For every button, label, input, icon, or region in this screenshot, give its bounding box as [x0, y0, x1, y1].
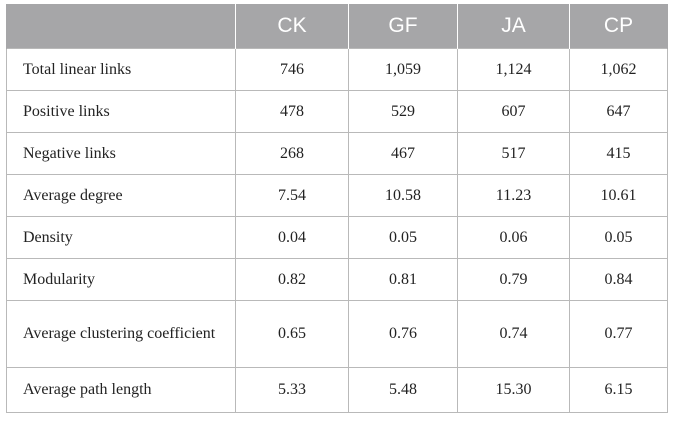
cell-value: 0.05 [348, 216, 458, 259]
cell-value: 415 [569, 132, 668, 175]
row-label: Density [6, 216, 236, 259]
row-label: Total linear links [6, 48, 236, 91]
table-row: Average degree 7.54 10.58 11.23 10.61 [6, 174, 668, 217]
row-label: Average clustering coefficient [6, 300, 236, 368]
cell-value: 1,124 [457, 48, 570, 91]
cell-value: 517 [457, 132, 570, 175]
table-row: Total linear links 746 1,059 1,124 1,062 [6, 48, 668, 91]
cell-value: 0.76 [348, 300, 458, 368]
cell-value: 0.81 [348, 258, 458, 301]
header-cell-ja: JA [457, 4, 570, 49]
table-header: CK GF JA CP [6, 4, 668, 49]
cell-value: 0.84 [569, 258, 668, 301]
header-cell-blank [6, 4, 236, 49]
row-label: Modularity [6, 258, 236, 301]
cell-value: 0.74 [457, 300, 570, 368]
header-row: CK GF JA CP [6, 4, 668, 49]
cell-value: 0.65 [235, 300, 349, 368]
row-label: Positive links [6, 90, 236, 133]
cell-value: 478 [235, 90, 349, 133]
cell-value: 0.06 [457, 216, 570, 259]
table-row: Average clustering coefficient 0.65 0.76… [6, 300, 668, 368]
cell-value: 6.15 [569, 367, 668, 413]
table-row: Negative links 268 467 517 415 [6, 132, 668, 175]
cell-value: 10.61 [569, 174, 668, 217]
header-cell-cp: CP [569, 4, 668, 49]
cell-value: 7.54 [235, 174, 349, 217]
cell-value: 607 [457, 90, 570, 133]
row-label: Average path length [6, 367, 236, 413]
row-label: Average degree [6, 174, 236, 217]
table-row: Positive links 478 529 607 647 [6, 90, 668, 133]
cell-value: 0.79 [457, 258, 570, 301]
table-row: Density 0.04 0.05 0.06 0.05 [6, 216, 668, 259]
table-row: Modularity 0.82 0.81 0.79 0.84 [6, 258, 668, 301]
network-statistics-table: CK GF JA CP Total linear links 746 1,059… [6, 4, 668, 413]
cell-value: 467 [348, 132, 458, 175]
cell-value: 529 [348, 90, 458, 133]
cell-value: 1,062 [569, 48, 668, 91]
cell-value: 11.23 [457, 174, 570, 217]
cell-value: 0.77 [569, 300, 668, 368]
cell-value: 5.48 [348, 367, 458, 413]
table-body: Total linear links 746 1,059 1,124 1,062… [6, 48, 668, 413]
cell-value: 1,059 [348, 48, 458, 91]
cell-value: 15.30 [457, 367, 570, 413]
cell-value: 647 [569, 90, 668, 133]
cell-value: 0.05 [569, 216, 668, 259]
cell-value: 0.82 [235, 258, 349, 301]
table-row: Average path length 5.33 5.48 15.30 6.15 [6, 367, 668, 413]
cell-value: 10.58 [348, 174, 458, 217]
cell-value: 0.04 [235, 216, 349, 259]
row-label: Negative links [6, 132, 236, 175]
header-cell-ck: CK [235, 4, 349, 49]
cell-value: 746 [235, 48, 349, 91]
cell-value: 5.33 [235, 367, 349, 413]
header-cell-gf: GF [348, 4, 458, 49]
cell-value: 268 [235, 132, 349, 175]
